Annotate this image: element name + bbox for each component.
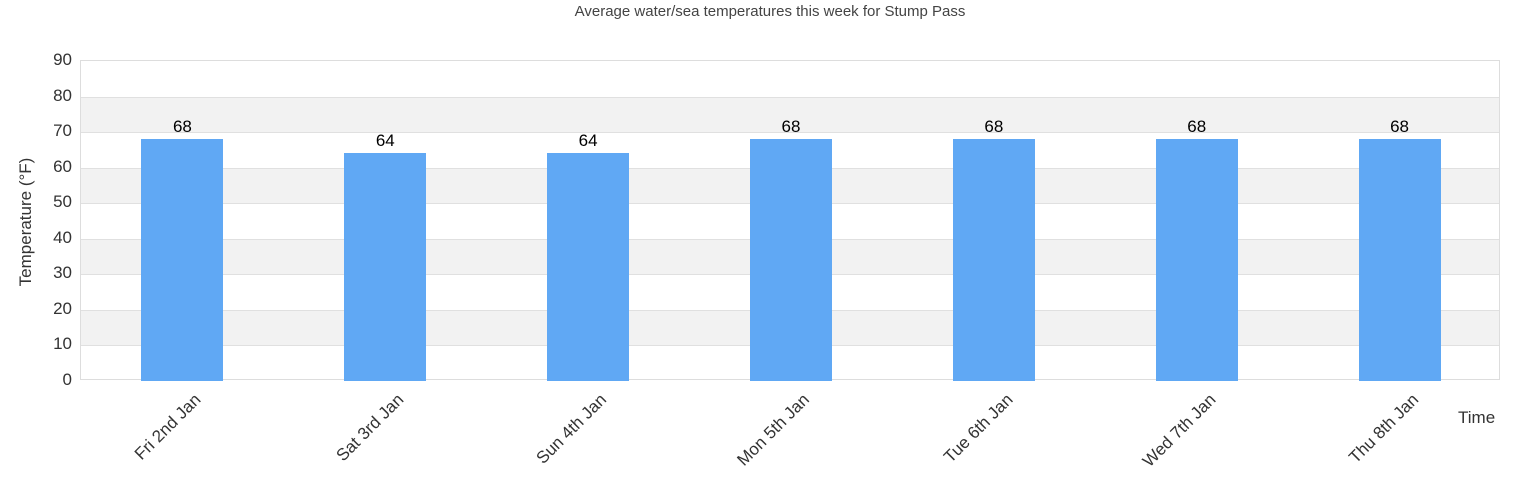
grid-band bbox=[81, 96, 1499, 133]
x-tick-label: Wed 7th Jan bbox=[1138, 390, 1220, 471]
x-tick-label: Thu 8th Jan bbox=[1345, 390, 1423, 467]
y-tick-label: 90 bbox=[53, 50, 72, 69]
bar-value-label: 68 bbox=[984, 117, 1004, 137]
bar[interactable] bbox=[141, 139, 224, 381]
y-tick-label: 30 bbox=[53, 263, 72, 283]
x-axis-label: Time bbox=[1458, 408, 1496, 427]
gridline bbox=[81, 96, 1499, 98]
bar-value-label: 64 bbox=[578, 131, 598, 151]
x-tick-label: Sun 4th Jan bbox=[532, 390, 611, 468]
bar-value-label: 64 bbox=[375, 131, 395, 151]
bar[interactable] bbox=[952, 139, 1035, 381]
bar[interactable] bbox=[750, 139, 832, 381]
y-tick-label: 0 bbox=[62, 370, 72, 389]
bar-value-label: 68 bbox=[1390, 117, 1410, 137]
bar[interactable] bbox=[547, 153, 630, 381]
chart-title: Average water/sea temperatures this week… bbox=[574, 3, 966, 20]
y-tick-label: 50 bbox=[53, 192, 72, 212]
x-tick-label: Sat 3rd Jan bbox=[332, 390, 408, 465]
x-tick-label: Fri 2nd Jan bbox=[131, 390, 205, 464]
bar-value-label: 68 bbox=[781, 117, 801, 137]
plot-area: 68 64 64 68 68 68 68 bbox=[80, 60, 1500, 381]
gridline bbox=[81, 132, 1499, 134]
bar-value-label: 68 bbox=[172, 117, 192, 137]
y-tick-label: 10 bbox=[53, 334, 72, 354]
bar[interactable] bbox=[344, 153, 427, 381]
y-tick-label: 70 bbox=[53, 121, 72, 141]
bar[interactable] bbox=[1155, 139, 1238, 381]
bar[interactable] bbox=[1358, 139, 1441, 381]
y-tick-label: 20 bbox=[53, 298, 72, 318]
bar-value-label: 68 bbox=[1187, 117, 1207, 137]
y-tick-label: 80 bbox=[53, 85, 72, 105]
y-tick-label: 60 bbox=[53, 156, 72, 176]
x-tick-label: Tue 6th Jan bbox=[939, 390, 1017, 467]
x-tick-label: Mon 5th Jan bbox=[733, 390, 814, 470]
y-tick-label: 40 bbox=[53, 227, 72, 247]
